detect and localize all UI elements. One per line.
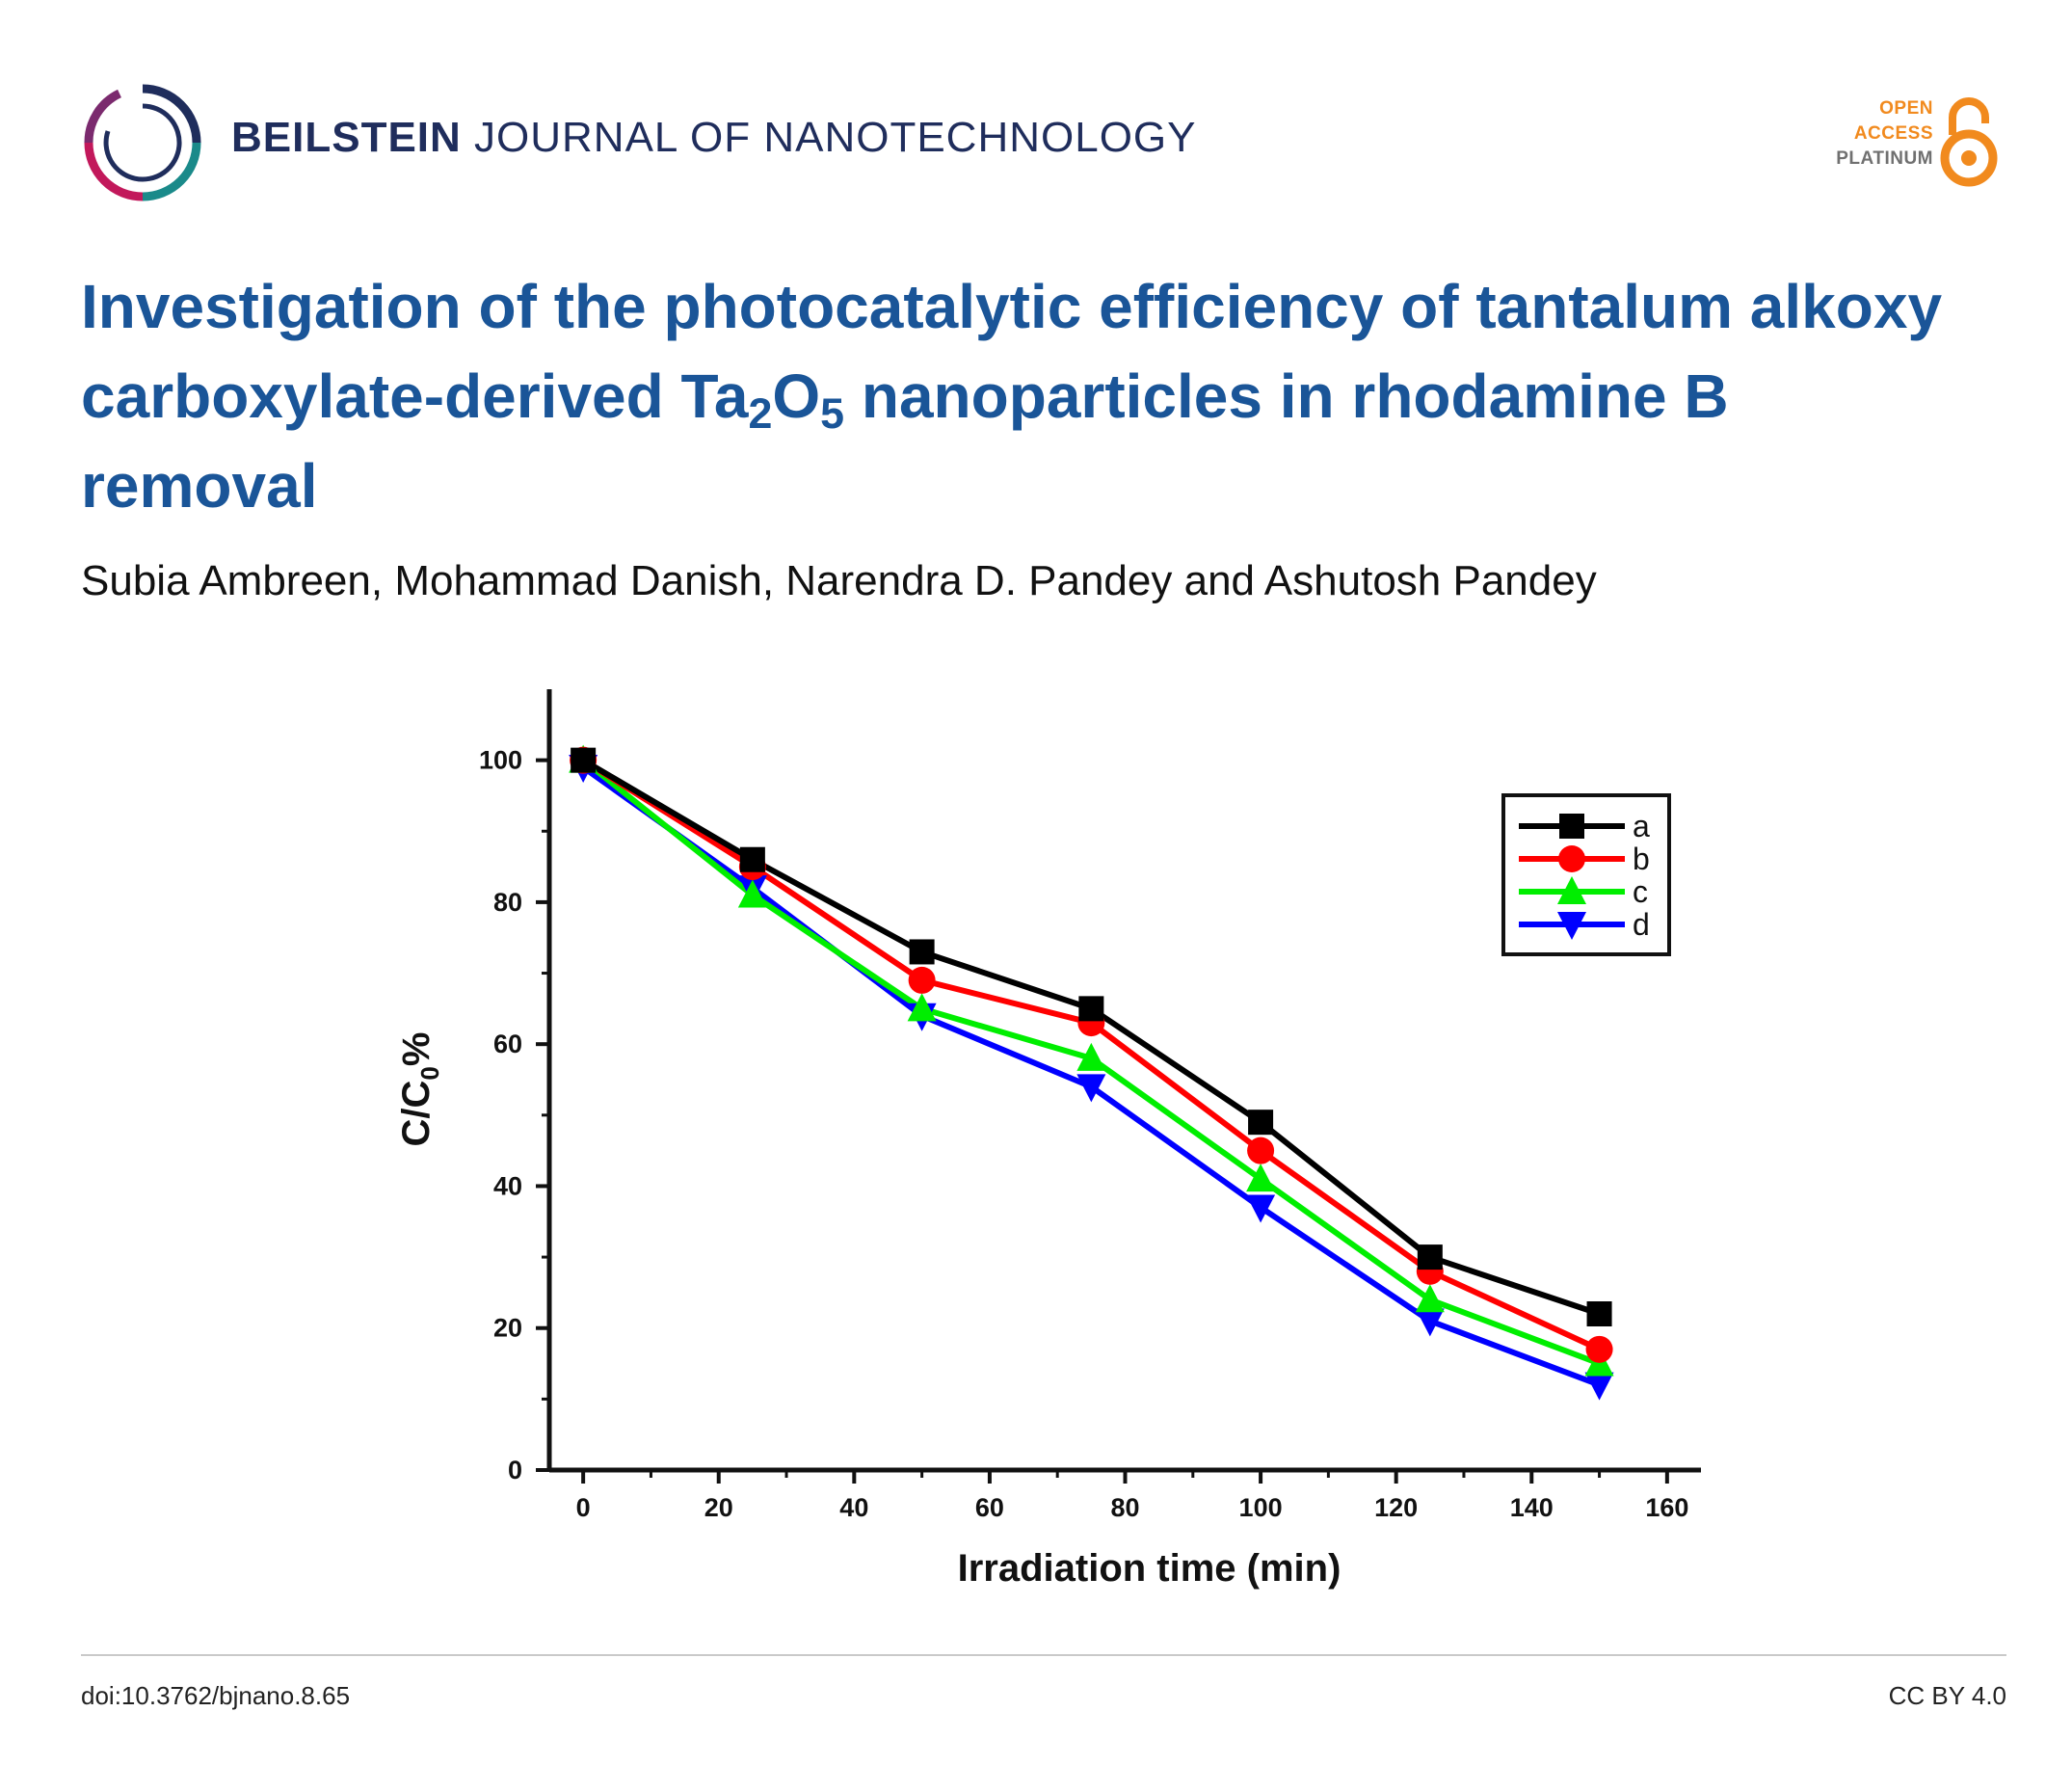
series-a-point bbox=[571, 747, 597, 773]
oa-line-platinum: PLATINUM bbox=[1836, 148, 1933, 169]
series-c-point bbox=[1415, 1284, 1445, 1313]
series-d-point bbox=[1415, 1308, 1445, 1337]
y-tick-label: 0 bbox=[508, 1456, 522, 1484]
y-tick-label: 100 bbox=[479, 746, 522, 775]
x-tick-label: 160 bbox=[1645, 1493, 1688, 1522]
x-tick-label: 140 bbox=[1510, 1493, 1554, 1522]
x-tick-label: 20 bbox=[704, 1493, 733, 1522]
y-tick-label: 60 bbox=[493, 1030, 522, 1058]
title-part-1: Investigation of the photocatalytic effi… bbox=[81, 272, 1943, 431]
legend-d-label: d bbox=[1633, 907, 1650, 942]
x-tick-label: 100 bbox=[1239, 1493, 1283, 1522]
series-a-point bbox=[1248, 1110, 1274, 1136]
x-tick-label: 40 bbox=[839, 1493, 868, 1522]
degradation-chart: 0 20 40 60 80 100 0 20 40 60 80 100 120 140 160 Irradia… bbox=[395, 689, 1701, 1590]
series-b-point bbox=[1247, 1137, 1275, 1164]
journal-name-rest: JOURNAL OF NANOTECHNOLOGY bbox=[474, 114, 1197, 161]
series-d-point bbox=[1246, 1194, 1276, 1223]
series-c-point bbox=[737, 879, 767, 908]
x-tick-label: 120 bbox=[1374, 1493, 1418, 1522]
footer-divider bbox=[81, 1654, 2006, 1656]
journal-name: BEILSTEIN JOURNAL OF NANOTECHNOLOGY bbox=[231, 114, 1196, 162]
y-tick-label: 80 bbox=[493, 888, 522, 917]
series-a-line bbox=[581, 758, 1601, 1317]
title-subscript-2: 5 bbox=[820, 389, 845, 439]
legend-c-label: c bbox=[1633, 874, 1648, 909]
series-c-point bbox=[1246, 1163, 1276, 1192]
oa-line-access: ACCESS bbox=[1853, 123, 1933, 144]
title-part-3: nanoparticles in rhodamine B removal bbox=[81, 361, 1729, 521]
x-tick-label: 60 bbox=[975, 1493, 1004, 1522]
license-text: CC BY 4.0 bbox=[1888, 1681, 2006, 1710]
beilstein-logo-icon bbox=[84, 84, 201, 201]
legend-d-marker bbox=[1557, 912, 1586, 940]
series-b-point bbox=[1585, 1335, 1613, 1363]
series-a-point bbox=[739, 846, 765, 872]
legend-a-label: a bbox=[1633, 809, 1650, 843]
series-c-point bbox=[907, 993, 937, 1022]
doi-text: doi:10.3762/bjnano.8.65 bbox=[81, 1681, 351, 1710]
article-title: Investigation of the photocatalytic effi… bbox=[81, 262, 1960, 531]
oa-line-open: OPEN bbox=[1879, 98, 1933, 119]
x-axis-label: Irradiation time (min) bbox=[958, 1547, 1341, 1590]
title-part-2: O bbox=[772, 361, 821, 431]
series-a-point bbox=[1078, 996, 1104, 1022]
series-a-point bbox=[909, 939, 935, 965]
open-access-lock-icon bbox=[1940, 97, 1998, 187]
x-tick-label: 0 bbox=[576, 1493, 591, 1522]
series-a-point bbox=[1417, 1244, 1443, 1270]
legend-b-marker bbox=[1558, 845, 1585, 872]
series-b-point bbox=[908, 966, 936, 994]
series-d-point bbox=[1584, 1372, 1614, 1401]
series-c-point bbox=[1076, 1042, 1106, 1071]
legend-b-label: b bbox=[1633, 842, 1650, 876]
title-subscript-1: 2 bbox=[748, 389, 773, 439]
article-authors: Subia Ambreen, Mohammad Danish, Narendra… bbox=[81, 557, 1597, 604]
series-d-point bbox=[1076, 1074, 1106, 1103]
x-tick-label: 80 bbox=[1110, 1493, 1139, 1522]
y-axis-label: C/C0% bbox=[395, 1032, 444, 1147]
y-tick-label: 40 bbox=[493, 1171, 522, 1200]
y-tick-label: 20 bbox=[493, 1314, 522, 1343]
legend-c-marker bbox=[1557, 876, 1586, 904]
series-a-point bbox=[1586, 1301, 1612, 1326]
legend-a-marker bbox=[1559, 814, 1584, 839]
open-access-badge: OPEN ACCESS PLATINUM bbox=[1806, 96, 1999, 188]
legend-box bbox=[1501, 793, 1671, 956]
journal-name-bold: BEILSTEIN bbox=[231, 114, 462, 161]
